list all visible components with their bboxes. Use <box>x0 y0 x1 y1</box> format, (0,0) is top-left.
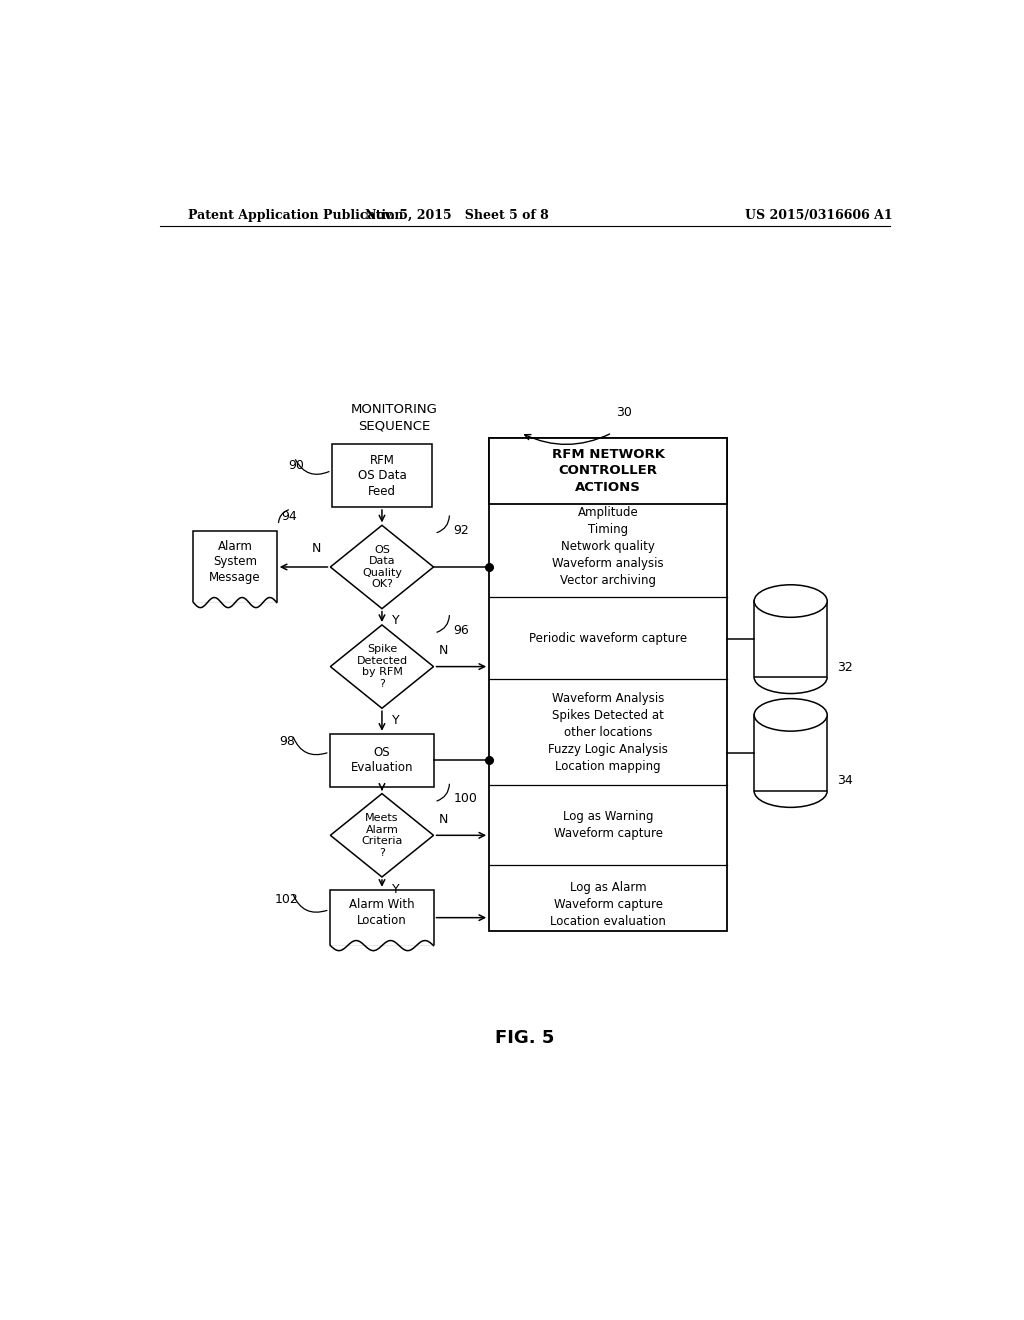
Text: 102: 102 <box>274 892 299 906</box>
Ellipse shape <box>754 698 827 731</box>
Text: MONITORING
SEQUENCE: MONITORING SEQUENCE <box>350 403 437 433</box>
Text: Y: Y <box>392 614 400 627</box>
Bar <box>194 532 276 602</box>
Text: 90: 90 <box>289 459 304 471</box>
Text: RFM
OS Data
Feed: RFM OS Data Feed <box>357 454 407 498</box>
Text: Alarm With
Location: Alarm With Location <box>349 899 415 927</box>
Text: Waveform Analysis
Spikes Detected at
other locations
Fuzzy Logic Analysis
Locati: Waveform Analysis Spikes Detected at oth… <box>548 692 668 774</box>
Text: Meets
Alarm
Criteria
?: Meets Alarm Criteria ? <box>361 813 402 858</box>
Text: OS
Data
Quality
OK?: OS Data Quality OK? <box>361 545 402 590</box>
Text: 32: 32 <box>837 660 852 673</box>
Bar <box>333 444 431 507</box>
Bar <box>489 438 727 931</box>
Text: Amplitude
Timing
Network quality
Waveform analysis
Vector archiving: Amplitude Timing Network quality Wavefor… <box>552 506 664 587</box>
Text: 34: 34 <box>837 775 852 788</box>
Bar <box>331 890 433 945</box>
Text: 98: 98 <box>279 735 295 748</box>
Text: N: N <box>438 813 447 825</box>
Text: Log as Warning
Waveform capture: Log as Warning Waveform capture <box>554 810 663 840</box>
Text: 94: 94 <box>281 510 297 523</box>
Text: 100: 100 <box>454 792 477 805</box>
Text: Log as Alarm
Waveform capture
Location evaluation: Log as Alarm Waveform capture Location e… <box>550 880 666 928</box>
Text: Patent Application Publication: Patent Application Publication <box>187 209 403 222</box>
Polygon shape <box>331 624 433 709</box>
Text: OS
Evaluation: OS Evaluation <box>350 746 414 775</box>
Text: RFM NETWORK
CONTROLLER
ACTIONS: RFM NETWORK CONTROLLER ACTIONS <box>552 447 665 494</box>
Text: Y: Y <box>392 883 400 896</box>
Text: US 2015/0316606 A1: US 2015/0316606 A1 <box>744 209 892 222</box>
Text: 30: 30 <box>616 407 632 418</box>
Text: Alarm
System
Message: Alarm System Message <box>209 540 261 583</box>
Text: FIG. 5: FIG. 5 <box>496 1028 554 1047</box>
Text: 96: 96 <box>454 623 469 636</box>
Text: Nov. 5, 2015   Sheet 5 of 8: Nov. 5, 2015 Sheet 5 of 8 <box>366 209 549 222</box>
Text: Y: Y <box>392 714 400 727</box>
Text: 92: 92 <box>454 524 469 537</box>
Ellipse shape <box>754 585 827 618</box>
Bar <box>489 438 727 504</box>
Bar <box>331 734 433 787</box>
Bar <box>754 601 827 677</box>
Polygon shape <box>331 525 433 609</box>
Polygon shape <box>331 793 433 876</box>
Text: Spike
Detected
by RFM
?: Spike Detected by RFM ? <box>356 644 408 689</box>
Text: N: N <box>438 644 447 657</box>
Bar <box>754 715 827 791</box>
Text: Periodic waveform capture: Periodic waveform capture <box>529 632 687 644</box>
Text: N: N <box>311 543 321 556</box>
